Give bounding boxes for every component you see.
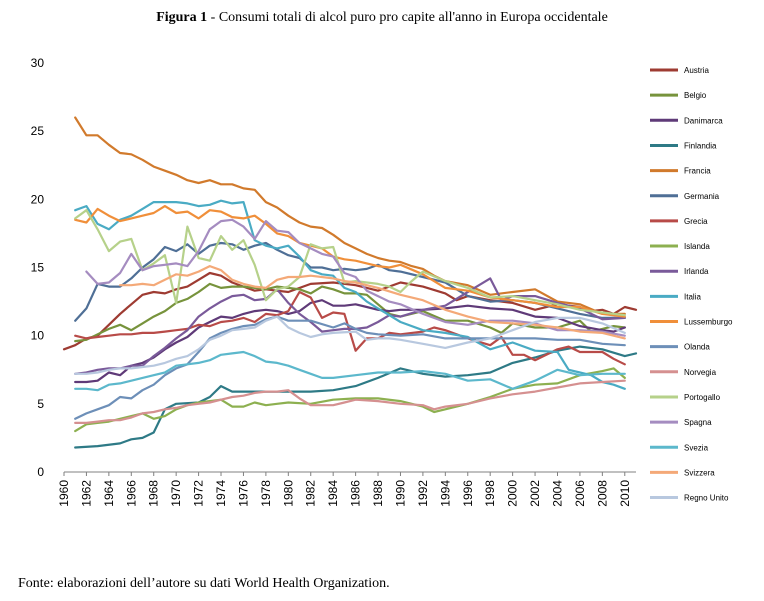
x-tick-label: 1966 — [124, 480, 138, 507]
figure-title: Figura 1 - Consumi totali di alcol puro … — [0, 10, 764, 26]
series-line-svezia — [74, 350, 626, 392]
legend-label: Germania — [684, 192, 720, 201]
x-tick-label: 1976 — [236, 480, 250, 507]
x-tick-label: 1960 — [57, 480, 71, 507]
legend-label: Regno Unito — [684, 494, 729, 503]
legend-label: Spagna — [684, 418, 712, 427]
x-tick-label: 1986 — [349, 480, 363, 507]
legend: Austria Belgio Danimarca Finlandia Francia Ge… — [650, 66, 733, 503]
y-tick-label: 25 — [31, 124, 45, 138]
x-tick-label: 1982 — [304, 480, 318, 507]
legend-label: Austria — [684, 66, 709, 75]
x-tick-label: 2008 — [595, 480, 609, 507]
series-line-finlandia — [74, 345, 638, 449]
x-tick-label: 2002 — [528, 480, 542, 507]
legend-label: Belgio — [684, 91, 707, 100]
series-line-danimarca — [74, 299, 626, 384]
series-line-francia — [74, 116, 626, 315]
x-tick-label: 2010 — [618, 480, 632, 507]
x-tick-label: 1980 — [281, 480, 295, 507]
y-tick-label: 30 — [31, 56, 45, 70]
x-tick-label: 2006 — [573, 480, 587, 507]
legend-label: Svezia — [684, 443, 709, 452]
x-tick-label: 1964 — [102, 480, 116, 507]
legend-label: Finlandia — [684, 141, 717, 150]
legend-label: Lussemburgo — [684, 318, 733, 327]
legend-label: Svizzera — [684, 468, 715, 477]
x-tick-label: 1998 — [483, 480, 497, 507]
figure-label: Figura 1 — [156, 10, 208, 25]
y-tick-label: 10 — [31, 329, 45, 343]
x-tick-label: 1988 — [371, 480, 385, 507]
x-tick-label: 1962 — [79, 480, 93, 507]
legend-label: Francia — [684, 167, 711, 176]
series-line-irlanda — [74, 277, 626, 375]
legend-label: Italia — [684, 292, 701, 301]
y-tick-label: 0 — [37, 465, 44, 479]
x-tick-label: 2000 — [506, 480, 520, 507]
y-tick-label: 15 — [31, 261, 45, 275]
series-lines — [62, 116, 638, 449]
x-tick-label: 2004 — [550, 480, 564, 507]
x-tick-label: 1984 — [326, 480, 340, 507]
series-line-spagna — [85, 218, 626, 337]
x-tick-label: 1968 — [147, 480, 161, 507]
y-tick-label: 20 — [31, 192, 45, 206]
x-tick-label: 1994 — [438, 480, 452, 507]
axes: 0 5 10 15 20 25 30 1960 1962 1964 1966 1968 1970 1972… — [31, 56, 636, 507]
series-line-lussemburgo — [74, 205, 626, 318]
x-tick-label: 1992 — [416, 480, 430, 507]
y-tick-label: 5 — [37, 397, 44, 411]
figure-title-text: - Consumi totali di alcol puro pro capit… — [207, 10, 608, 25]
series-line-norvegia — [74, 379, 626, 424]
legend-label: Grecia — [684, 217, 708, 226]
series-line-germania — [74, 241, 626, 322]
legend-label: Norvegia — [684, 368, 717, 377]
series-line-regno-unito — [74, 315, 626, 375]
legend-label: Irlanda — [684, 267, 709, 276]
legend-label: Olanda — [684, 343, 710, 352]
series-line-grecia — [74, 290, 626, 366]
source-note: Fonte: elaborazioni dell’autore su dati … — [18, 576, 390, 591]
legend-label: Danimarca — [684, 116, 723, 125]
legend-label: Portogallo — [684, 393, 721, 402]
x-tick-label: 1978 — [259, 480, 273, 507]
legend-label: Islanda — [684, 242, 710, 251]
series-line-svizzera — [119, 265, 626, 340]
x-tick-label: 1996 — [461, 480, 475, 507]
x-tick-label: 1970 — [169, 480, 183, 507]
x-tick-label: 1974 — [214, 480, 228, 507]
x-tick-label: 1972 — [192, 480, 206, 507]
series-line-italia — [74, 199, 626, 390]
x-tick-label: 1990 — [393, 480, 407, 507]
